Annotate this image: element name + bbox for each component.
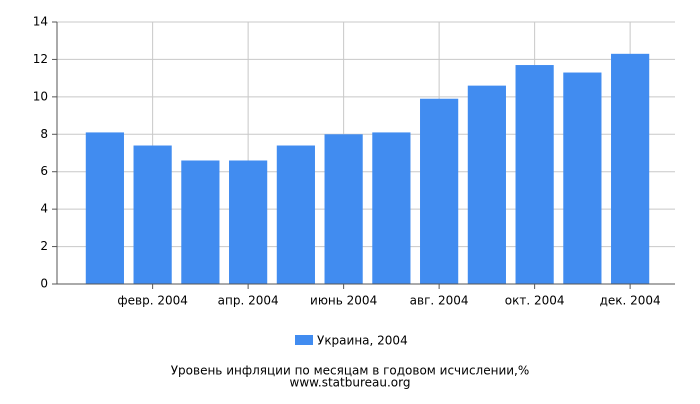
y-tick-label: 10 xyxy=(33,89,48,103)
bar xyxy=(133,145,172,284)
y-tick-label: 8 xyxy=(40,127,48,141)
x-tick-label: июнь 2004 xyxy=(310,294,377,308)
bar xyxy=(324,134,363,284)
bar xyxy=(229,160,268,284)
y-tick-label: 2 xyxy=(40,239,48,253)
y-tick-label: 14 xyxy=(33,15,48,29)
y-tick-label: 0 xyxy=(40,277,48,291)
legend-label: Украина, 2004 xyxy=(317,334,408,348)
bar xyxy=(181,160,220,284)
x-tick-label: дек. 2004 xyxy=(600,294,661,308)
bar xyxy=(85,132,124,284)
bar xyxy=(467,85,506,284)
bar xyxy=(515,65,554,285)
x-tick-label: февр. 2004 xyxy=(117,294,188,308)
bar xyxy=(611,53,650,284)
bar xyxy=(276,145,315,284)
legend-swatch xyxy=(295,335,313,345)
y-tick-label: 12 xyxy=(33,52,48,66)
x-tick-label: авг. 2004 xyxy=(410,294,469,308)
y-tick-label: 6 xyxy=(40,164,48,178)
bar xyxy=(372,132,411,284)
bar xyxy=(563,72,602,285)
bar xyxy=(420,98,459,284)
x-tick-label: окт. 2004 xyxy=(505,294,565,308)
x-tick-label: апр. 2004 xyxy=(218,294,279,308)
chart-title: Уровень инфляции по месяцам в годовом ис… xyxy=(171,364,530,378)
y-tick-label: 4 xyxy=(40,202,48,216)
source: www.statbureau.org xyxy=(290,376,411,390)
